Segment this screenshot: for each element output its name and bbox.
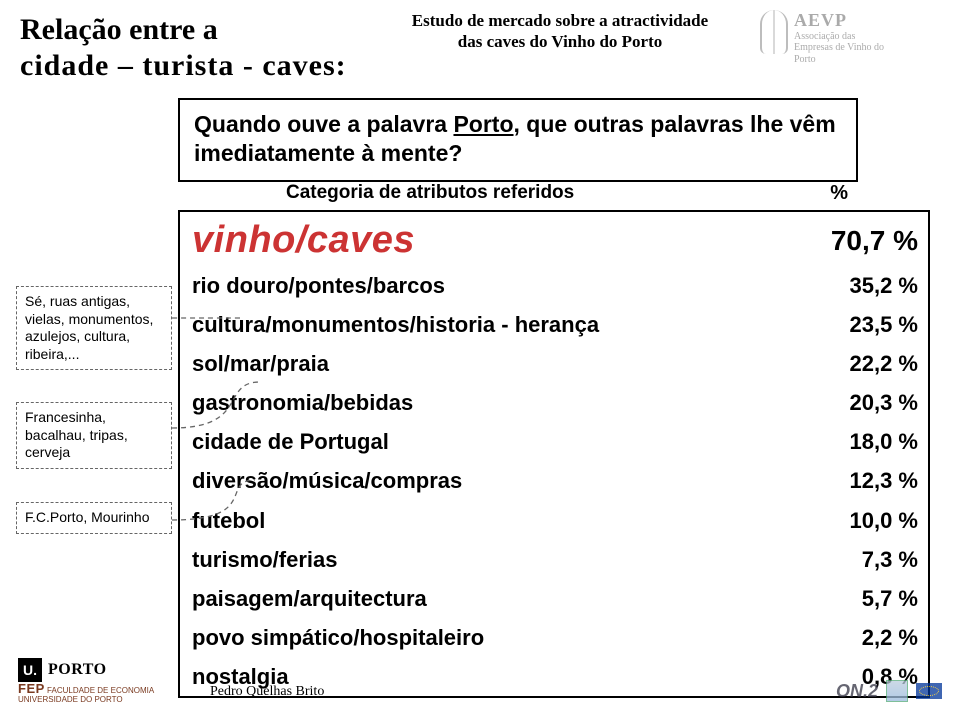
category-label: Categoria de atributos referidos	[286, 182, 574, 204]
table-row: paisagem/arquitectura5,7 %	[180, 579, 928, 618]
category-header: Categoria de atributos referidos %	[178, 176, 930, 210]
table-row: vinho/caves70,7 %	[180, 212, 928, 266]
table-row: cultura/monumentos/historia - herança23,…	[180, 305, 928, 344]
row-name: futebol	[192, 504, 798, 538]
study-subtitle: Estudo de mercado sobre a atractividade …	[380, 10, 740, 53]
row-value: 18,0 %	[798, 425, 918, 459]
aevp-glyph-icon	[760, 10, 788, 54]
question-text: Quando ouve a palavra Porto, que outras …	[194, 110, 842, 168]
table-row: sol/mar/praia22,2 %	[180, 344, 928, 383]
footer-left: U. PORTO FEP FACULDADE DE ECONOMIA UNIVE…	[18, 658, 154, 704]
row-value: 2,2 %	[798, 621, 918, 655]
row-value: 5,7 %	[798, 582, 918, 616]
title-line2: cidade – turista - caves:	[20, 48, 347, 84]
question-porto: Porto	[453, 111, 513, 137]
row-value: 22,2 %	[798, 347, 918, 381]
aevp-sub2: Empresas de Vinho do	[794, 42, 884, 54]
aevp-text: AEVP Associação das Empresas de Vinho do…	[794, 10, 884, 65]
data-table: vinho/caves70,7 %rio douro/pontes/barcos…	[178, 210, 930, 698]
uporto-square-icon: U.	[18, 658, 42, 682]
sidebox-gastronomy: Francesinha, bacalhau, tripas, cerveja	[16, 402, 172, 469]
row-name: turismo/ferias	[192, 543, 798, 577]
row-name: paisagem/arquitectura	[192, 582, 798, 616]
row-name: vinho/caves	[192, 219, 798, 262]
study-line1: Estudo de mercado sobre a atractividade	[380, 10, 740, 31]
table-row: povo simpático/hospitaleiro2,2 %	[180, 618, 928, 657]
question-pre: Quando ouve a palavra	[194, 111, 453, 137]
question-box: Quando ouve a palavra Porto, que outras …	[178, 98, 858, 182]
row-name: cidade de Portugal	[192, 425, 798, 459]
table-row: diversão/música/compras12,3 %	[180, 461, 928, 500]
on2-logo: ON.2	[836, 681, 878, 702]
table-row: futebol10,0 %	[180, 501, 928, 540]
qren-icon	[886, 680, 908, 702]
row-value: 70,7 %	[798, 225, 918, 257]
row-value: 35,2 %	[798, 269, 918, 303]
footer-right: ON.2	[836, 680, 942, 702]
table-row: turismo/ferias7,3 %	[180, 540, 928, 579]
aevp-abbr: AEVP	[794, 10, 884, 31]
author-name: Pedro Quelhas Brito	[210, 684, 324, 700]
row-value: 10,0 %	[798, 504, 918, 538]
row-name: cultura/monumentos/historia - herança	[192, 308, 798, 342]
fep-line2: UNIVERSIDADE DO PORTO	[18, 695, 123, 704]
row-value: 20,3 %	[798, 386, 918, 420]
aevp-sub1: Associação das	[794, 31, 884, 43]
table-row: rio douro/pontes/barcos35,2 %	[180, 266, 928, 305]
row-value: 7,3 %	[798, 543, 918, 577]
row-name: rio douro/pontes/barcos	[192, 269, 798, 303]
row-value: 23,5 %	[798, 308, 918, 342]
row-name: diversão/música/compras	[192, 464, 798, 498]
fep-line1: FACULDADE DE ECONOMIA	[47, 686, 154, 695]
row-name: sol/mar/praia	[192, 347, 798, 381]
slide-title: Relação entre a cidade – turista - caves…	[20, 12, 347, 84]
category-pct: %	[830, 182, 848, 205]
uporto-name: PORTO	[48, 661, 107, 679]
eu-flag-icon	[916, 683, 942, 699]
sidebox-football: F.C.Porto, Mourinho	[16, 502, 172, 534]
table-row: gastronomia/bebidas20,3 %	[180, 383, 928, 422]
study-line2: das caves do Vinho do Porto	[380, 31, 740, 52]
aevp-logo: AEVP Associação das Empresas de Vinho do…	[760, 10, 940, 65]
table-row: cidade de Portugal18,0 %	[180, 422, 928, 461]
fep-logo: FEP FACULDADE DE ECONOMIA UNIVERSIDADE D…	[18, 682, 154, 704]
row-value: 12,3 %	[798, 464, 918, 498]
row-name: povo simpático/hospitaleiro	[192, 621, 798, 655]
sidebox-culture: Sé, ruas antigas, vielas, monumentos, az…	[16, 286, 172, 370]
uporto-logo: U. PORTO	[18, 658, 154, 682]
aevp-sub3: Porto	[794, 54, 884, 66]
row-name: gastronomia/bebidas	[192, 386, 798, 420]
title-line1: Relação entre a	[20, 12, 347, 48]
